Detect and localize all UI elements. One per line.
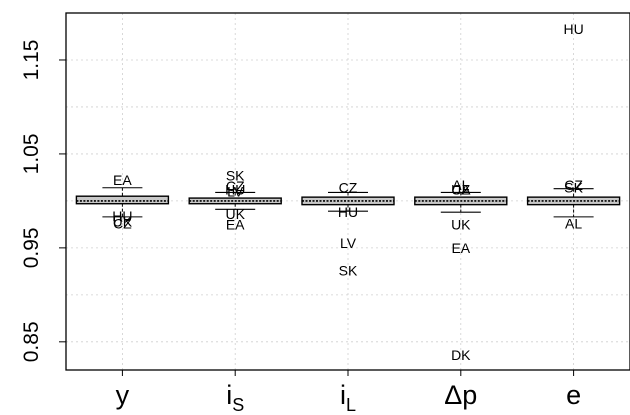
outlier-label: DK	[451, 347, 471, 363]
y-tick-label: 0.85	[20, 321, 43, 362]
outlier-label: AL	[565, 215, 582, 231]
plot-frame	[65, 12, 630, 371]
outlier-label: EA	[113, 172, 132, 188]
outlier-label: LV	[340, 235, 357, 251]
outlier-label: UK	[113, 214, 133, 230]
x-tick-label: iL	[340, 380, 356, 415]
outlier-label: CZ	[113, 215, 132, 231]
y-tick-label: 0.95	[20, 227, 43, 268]
outlier-label: UK	[225, 206, 245, 222]
x-tick-label: y	[116, 380, 130, 410]
outlier-label: SK	[339, 262, 358, 278]
outlier-label: HU	[225, 182, 245, 198]
outlier-label: CZ	[339, 180, 358, 196]
outlier-label: AL	[452, 177, 469, 193]
outlier-label: CZ	[564, 177, 583, 193]
x-tick-label: e	[566, 380, 581, 410]
outlier-label: LV	[227, 184, 244, 200]
x-tick-label: Δp	[444, 380, 477, 410]
outlier-label: EA	[226, 216, 245, 232]
outlier-label: HU	[338, 204, 358, 220]
axes-layer: 0.85 0.95 1.05 1.15 y iS iL Δp e	[20, 40, 581, 415]
x-tick-label: iS	[226, 380, 244, 415]
outlier-label: HU	[112, 208, 132, 224]
outlier-label: EA	[451, 240, 470, 256]
box	[75, 195, 170, 205]
y-tick-label: 1.15	[20, 40, 43, 81]
y-tick-label: 1.05	[20, 133, 43, 174]
outlier-label: SK	[226, 168, 245, 184]
outlier-label: UA	[451, 182, 471, 198]
outlier-label: CZ	[226, 178, 245, 194]
outlier-label: UK	[451, 216, 471, 232]
outlier-label: SK	[564, 180, 583, 196]
outlier-label: HU	[563, 21, 583, 37]
outlier-label: CZ	[451, 182, 470, 198]
boxes-layer	[75, 187, 621, 218]
outlier-labels: EAHUUKCZSKCZHULVUKEACZHULVSKALCZUAUKEADK…	[112, 21, 583, 363]
